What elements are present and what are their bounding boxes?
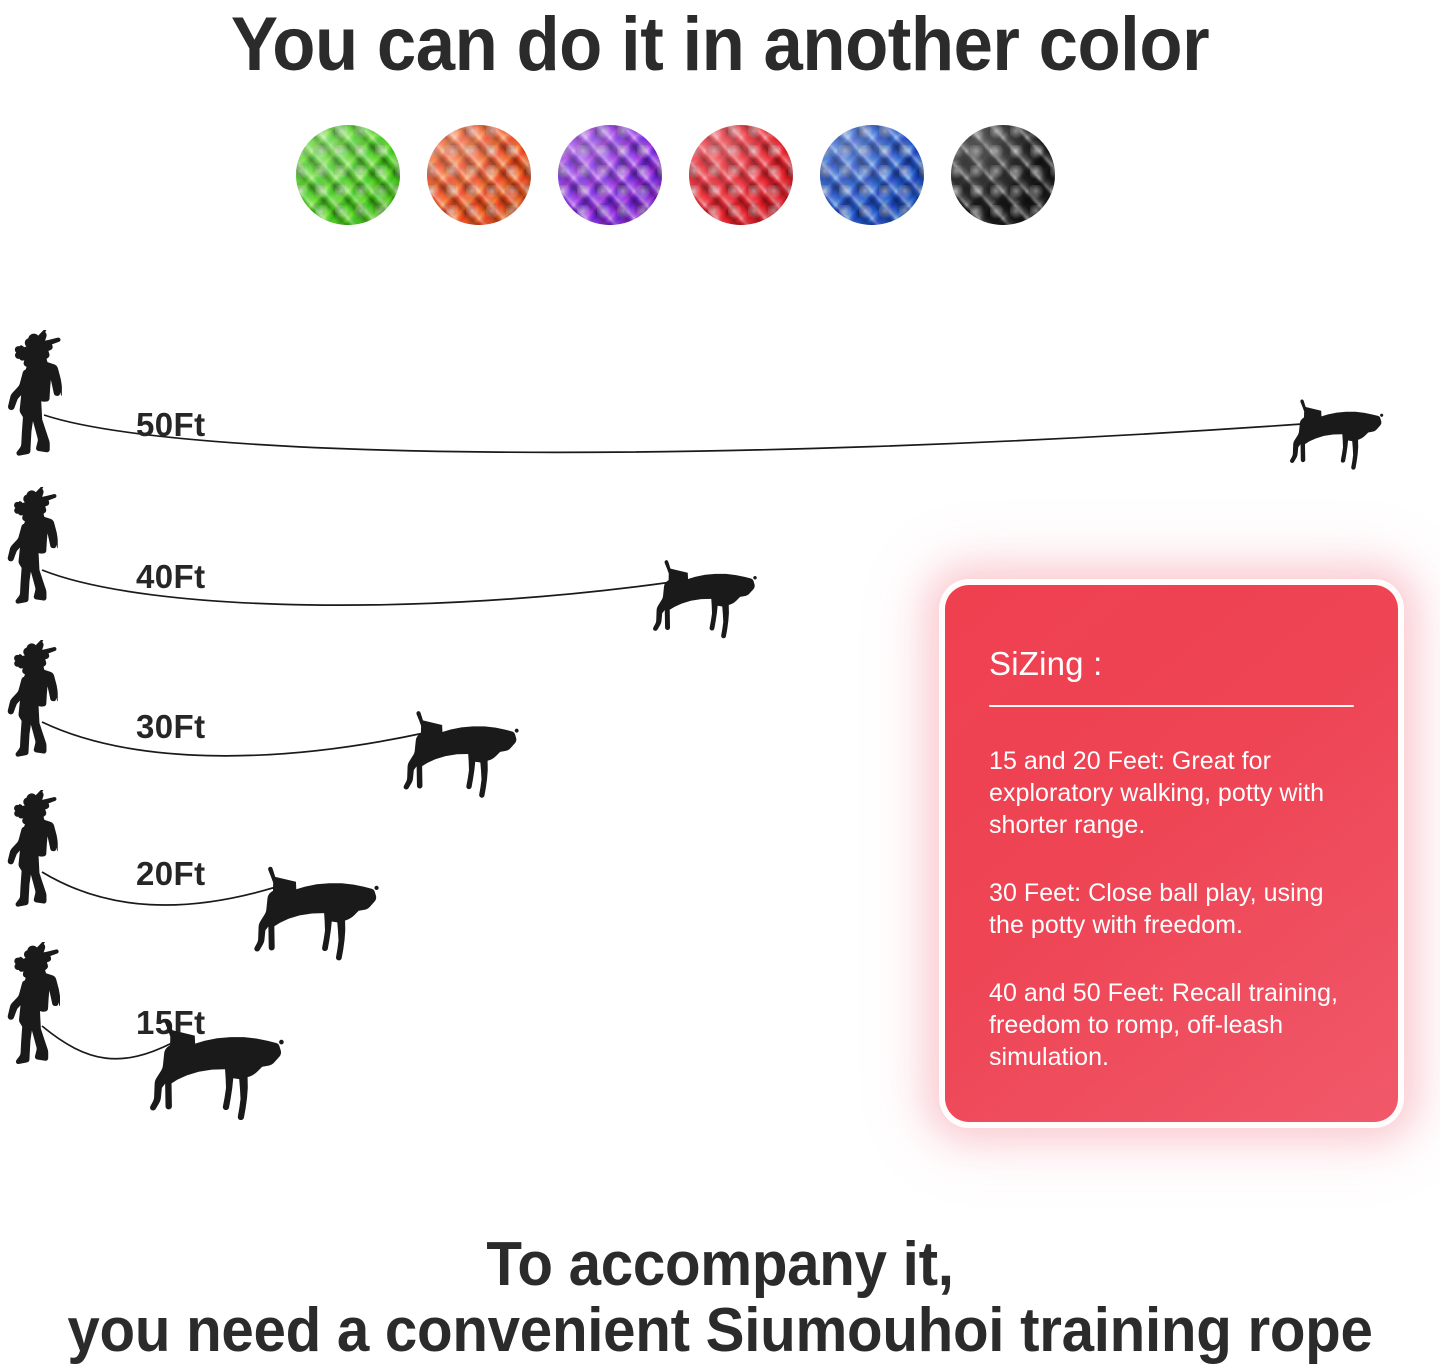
- rope-weave-texture: [951, 125, 1055, 225]
- color-swatch-red[interactable]: [689, 125, 793, 225]
- rope-bead-highlights: [558, 125, 662, 225]
- distance-label-20ft: 20Ft: [136, 855, 206, 892]
- swatch-base-orange: [427, 125, 531, 225]
- swatch-base-green: [296, 125, 400, 225]
- distance-label-50ft: 50Ft: [136, 406, 206, 443]
- walker-silhouette: [2, 330, 62, 470]
- page-headline: You can do it in another color: [230, 2, 1210, 87]
- footer-line-1: To accompany it,: [486, 1230, 954, 1299]
- sizing-card-title: SiZing :: [989, 645, 1103, 682]
- dog-silhouette: [645, 553, 779, 642]
- rope-weave-texture: [296, 125, 400, 225]
- swatch-shading: [689, 125, 793, 225]
- swatch-base-blue: [820, 125, 924, 225]
- sizing-paragraph-short: 15 and 20 Feet: Great for exploratory wa…: [989, 747, 1325, 839]
- rope-bead-highlights: [689, 125, 793, 225]
- dog-silhouette: [395, 703, 543, 802]
- color-swatch-orange[interactable]: [427, 125, 531, 225]
- sizing-card-body: 15 and 20 Feet: Great for exploratory wa…: [989, 745, 1354, 1073]
- rope-weave-texture: [427, 125, 531, 225]
- swatch-shading: [558, 125, 662, 225]
- color-swatch-blue[interactable]: [820, 125, 924, 225]
- color-swatch-purple[interactable]: [558, 125, 662, 225]
- sizing-paragraph-long: 40 and 50 Feet: Recall training, freedom…: [989, 979, 1339, 1071]
- rope-weave-texture: [427, 125, 531, 225]
- swatch-base-black: [951, 125, 1055, 225]
- swatch-shading: [820, 125, 924, 225]
- footer-tagline: To accompany it, you need a convenient S…: [0, 1232, 1440, 1364]
- rope-bead-highlights: [820, 125, 924, 225]
- swatch-shading: [951, 125, 1055, 225]
- rope-weave-texture: [820, 125, 924, 225]
- color-swatch-row: [296, 124, 1096, 226]
- rope-bead-highlights: [951, 125, 1055, 225]
- rope-bead-highlights: [296, 125, 400, 225]
- walker-silhouette: [2, 942, 60, 1078]
- footer-line-2: you need a convenient Siumouhoi training…: [67, 1296, 1373, 1365]
- rope-weave-texture: [558, 125, 662, 225]
- leash-curve-50ft: [43, 414, 1303, 454]
- color-swatch-green[interactable]: [296, 125, 400, 225]
- walker-silhouette: [2, 790, 58, 920]
- swatch-shading: [296, 125, 400, 225]
- sizing-info-card: SiZing : 15 and 20 Feet: Great for explo…: [945, 585, 1398, 1122]
- distance-label-40ft: 40Ft: [136, 558, 206, 595]
- rope-weave-texture: [820, 125, 924, 225]
- distance-label-30ft: 30Ft: [136, 708, 206, 745]
- dog-silhouette: [245, 858, 405, 965]
- dog-silhouette: [1283, 393, 1403, 473]
- rope-weave-texture: [951, 125, 1055, 225]
- sizing-card-divider: [989, 705, 1354, 707]
- walker-silhouette: [2, 487, 58, 617]
- swatch-base-red: [689, 125, 793, 225]
- rope-weave-texture: [689, 125, 793, 225]
- color-swatch-black[interactable]: [951, 125, 1055, 225]
- dog-silhouette: [140, 1010, 312, 1125]
- rope-weave-texture: [296, 125, 400, 225]
- sizing-paragraph-medium: 30 Feet: Close ball play, using the pott…: [989, 879, 1324, 939]
- swatch-shading: [427, 125, 531, 225]
- swatch-base-purple: [558, 125, 662, 225]
- leash-curve-30ft: [41, 721, 425, 757]
- walker-silhouette: [2, 640, 58, 770]
- rope-weave-texture: [558, 125, 662, 225]
- rope-bead-highlights: [427, 125, 531, 225]
- rope-weave-texture: [689, 125, 793, 225]
